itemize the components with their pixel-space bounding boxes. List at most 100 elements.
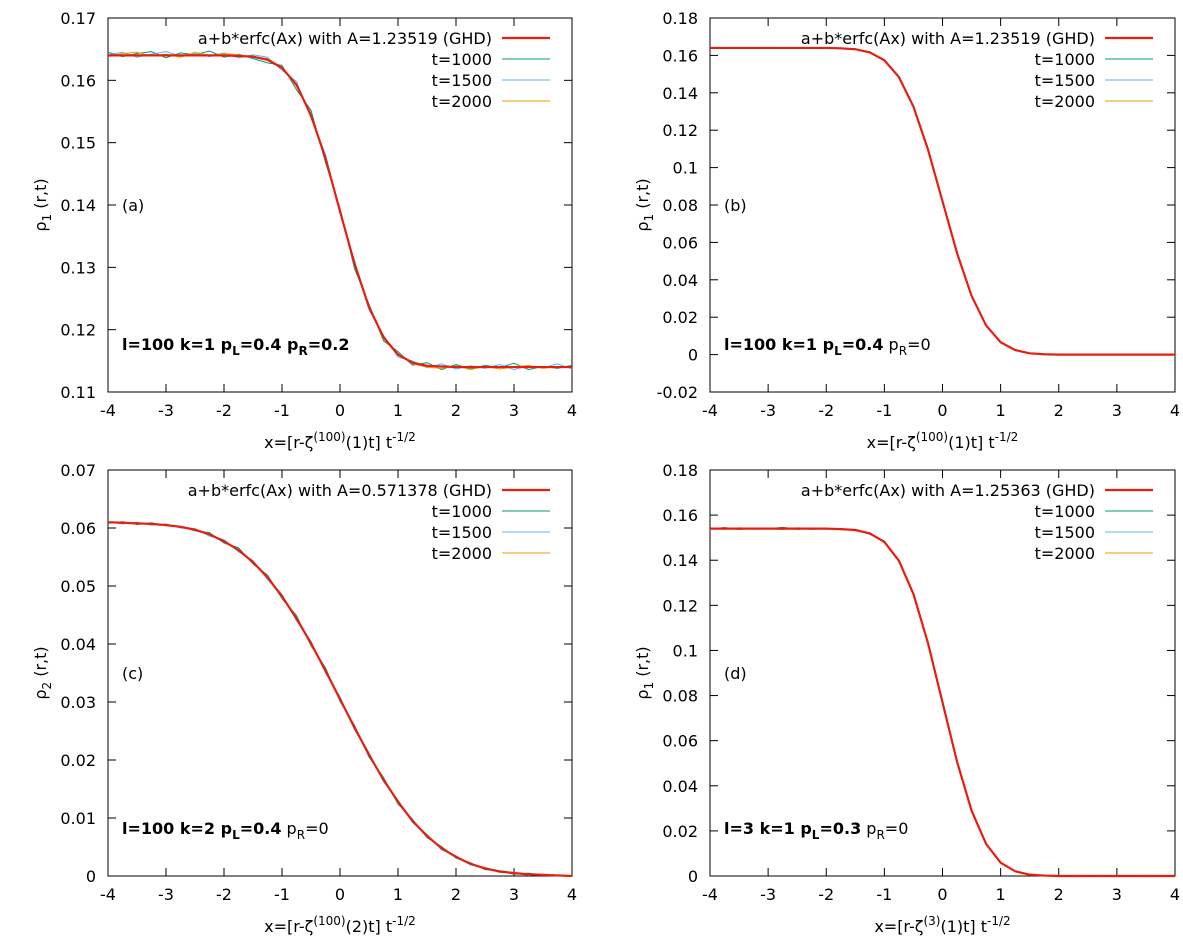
x-tick-label: -4 bbox=[702, 401, 718, 420]
x-axis-label-part: (3) bbox=[923, 914, 940, 928]
annotation-part: =0.2 bbox=[308, 335, 350, 354]
legend-label: a+b*erfc(Ax) with A=1.25363 (GHD) bbox=[801, 481, 1095, 500]
x-axis-label-part: x=[r-ζ bbox=[264, 917, 313, 936]
y-tick-label: 0.06 bbox=[662, 732, 698, 751]
annotation-part: L bbox=[232, 828, 240, 842]
plot-frame bbox=[107, 17, 573, 393]
y-tick-label: 0.16 bbox=[662, 506, 698, 525]
annotation-part: p bbox=[861, 819, 876, 838]
y-tick-label: 0.06 bbox=[662, 233, 698, 252]
annotation-part: p bbox=[281, 819, 296, 838]
x-axis-label-part: -1/2 bbox=[392, 430, 416, 444]
x-tick-label: 2 bbox=[451, 885, 461, 904]
y-tick-label: 0.16 bbox=[60, 71, 96, 90]
x-tick-label: 1 bbox=[393, 885, 403, 904]
y-tick-label: 0.12 bbox=[662, 596, 698, 615]
annotation-part: =0.4 p bbox=[240, 335, 299, 354]
annotation-part: L bbox=[232, 344, 240, 358]
legend-label: a+b*erfc(Ax) with A=1.23519 (GHD) bbox=[198, 29, 492, 48]
x-tick-label: 0 bbox=[937, 885, 947, 904]
y-tick-label: 0.07 bbox=[60, 461, 96, 480]
y-tick-label: 0.13 bbox=[60, 258, 96, 277]
legend-label: t=2000 bbox=[432, 92, 492, 111]
x-tick-label: 2 bbox=[451, 401, 461, 420]
y-tick-label: 0.1 bbox=[673, 159, 698, 178]
y-tick-label: 0.05 bbox=[60, 577, 96, 596]
series-line bbox=[107, 521, 573, 878]
panel-label: (d) bbox=[724, 664, 747, 683]
x-tick-label: -3 bbox=[760, 401, 776, 420]
annotation-part: =0 bbox=[305, 819, 329, 838]
x-tick-label: 2 bbox=[1054, 401, 1064, 420]
y-tick-label: 0.04 bbox=[662, 777, 698, 796]
legend-label: a+b*erfc(Ax) with A=1.23519 (GHD) bbox=[801, 29, 1095, 48]
x-axis-label-part: (100) bbox=[916, 430, 948, 444]
y-tick-label: 0.14 bbox=[60, 196, 96, 215]
x-tick-label: -3 bbox=[760, 885, 776, 904]
y-tick-label: 0.12 bbox=[60, 321, 96, 340]
legend-label: t=1500 bbox=[432, 71, 492, 90]
x-axis-label: x=[r-ζ(3)(1)t] t-1/2 bbox=[874, 914, 1010, 936]
x-axis-label-part: (1)t] t bbox=[940, 917, 987, 936]
y-tick-label: 0.18 bbox=[662, 9, 698, 28]
legend-label: t=2000 bbox=[1035, 544, 1095, 563]
y-tick-label: 0.02 bbox=[60, 751, 96, 770]
y-axis-label-part: (r,t) bbox=[31, 178, 50, 214]
annotation-part: l=100 k=1 p bbox=[122, 335, 232, 354]
x-tick-label: 0 bbox=[335, 885, 345, 904]
panel: 0 0.02 0.04 0.06 0.08 0.1 0.12 0.14 0.16 0.18 -4 -3… bbox=[633, 461, 1180, 936]
y-tick-label: 0.11 bbox=[60, 383, 96, 402]
x-tick-label: 0 bbox=[335, 401, 345, 420]
x-axis-label-part: -1/2 bbox=[995, 430, 1019, 444]
panel: 0.11 0.12 0.13 0.14 0.15 0.16 0.17 -4 -3 -2 -1 0 1 2 3… bbox=[31, 9, 577, 452]
y-axis-label-part: ρ bbox=[633, 222, 652, 232]
annotation-part: =0.4 bbox=[240, 819, 282, 838]
x-tick-label: 4 bbox=[567, 885, 577, 904]
y-axis-label-part: (r,t) bbox=[31, 646, 50, 682]
y-tick-label: 0.14 bbox=[662, 551, 698, 570]
y-axis-label: ρ2 (r,t) bbox=[31, 646, 54, 699]
legend-label: t=1000 bbox=[432, 502, 492, 521]
y-axis-label: ρ1 (r,t) bbox=[633, 178, 656, 231]
x-axis-label-part: (1)t] t bbox=[948, 433, 995, 452]
x-tick-label: -1 bbox=[274, 885, 290, 904]
legend-label: a+b*erfc(Ax) with A=0.571378 (GHD) bbox=[188, 481, 492, 500]
x-tick-label: -2 bbox=[216, 885, 232, 904]
annotation: l=100 k=1 pL=0.4 pR=0 bbox=[724, 335, 931, 358]
legend-label: t=1000 bbox=[432, 50, 492, 69]
y-tick-label: -0.02 bbox=[657, 383, 698, 402]
x-axis-label-part: (100) bbox=[313, 914, 345, 928]
x-tick-label: -2 bbox=[818, 401, 834, 420]
x-axis-label-part: (2)t] t bbox=[346, 917, 393, 936]
x-axis-label-part: -1/2 bbox=[987, 914, 1011, 928]
x-tick-label: -4 bbox=[100, 401, 116, 420]
panel: -0.02 0 0.02 0.04 0.06 0.08 0.1 0.12 0.14 0.16 0.1… bbox=[633, 9, 1180, 452]
x-tick-label: -3 bbox=[158, 401, 174, 420]
annotation-part: l=100 k=2 p bbox=[122, 819, 232, 838]
y-tick-label: 0.01 bbox=[60, 809, 96, 828]
x-axis-label-part: x=[r-ζ bbox=[874, 917, 923, 936]
annotation-part: L bbox=[834, 344, 842, 358]
legend-label: t=1500 bbox=[432, 523, 492, 542]
annotation: l=100 k=1 pL=0.4 pR=0.2 bbox=[122, 335, 350, 358]
y-tick-label: 0.14 bbox=[662, 84, 698, 103]
y-tick-label: 0.02 bbox=[662, 308, 698, 327]
y-tick-label: 0.08 bbox=[662, 196, 698, 215]
legend-label: t=1500 bbox=[1035, 523, 1095, 542]
y-tick-label: 0.12 bbox=[662, 121, 698, 140]
x-tick-label: 1 bbox=[996, 885, 1006, 904]
y-tick-label: 0.1 bbox=[673, 641, 698, 660]
plot-frame bbox=[709, 469, 1176, 877]
annotation: l=100 k=2 pL=0.4 pR=0 bbox=[122, 819, 329, 842]
x-axis-label-part: (1)t] t bbox=[346, 433, 393, 452]
annotation-part: l=100 k=1 p bbox=[724, 335, 834, 354]
annotation-part: L bbox=[812, 828, 820, 842]
x-tick-label: 4 bbox=[567, 401, 577, 420]
y-tick-label: 0.03 bbox=[60, 693, 96, 712]
x-tick-label: 3 bbox=[1112, 885, 1122, 904]
y-tick-label: 0.08 bbox=[662, 687, 698, 706]
series-line bbox=[108, 54, 572, 369]
panel: 0 0.01 0.02 0.03 0.04 0.05 0.06 0.07 -4 -3 -2 -1 0 1 2… bbox=[31, 461, 577, 936]
annotation-part: R bbox=[299, 344, 308, 358]
x-tick-label: 4 bbox=[1170, 401, 1180, 420]
